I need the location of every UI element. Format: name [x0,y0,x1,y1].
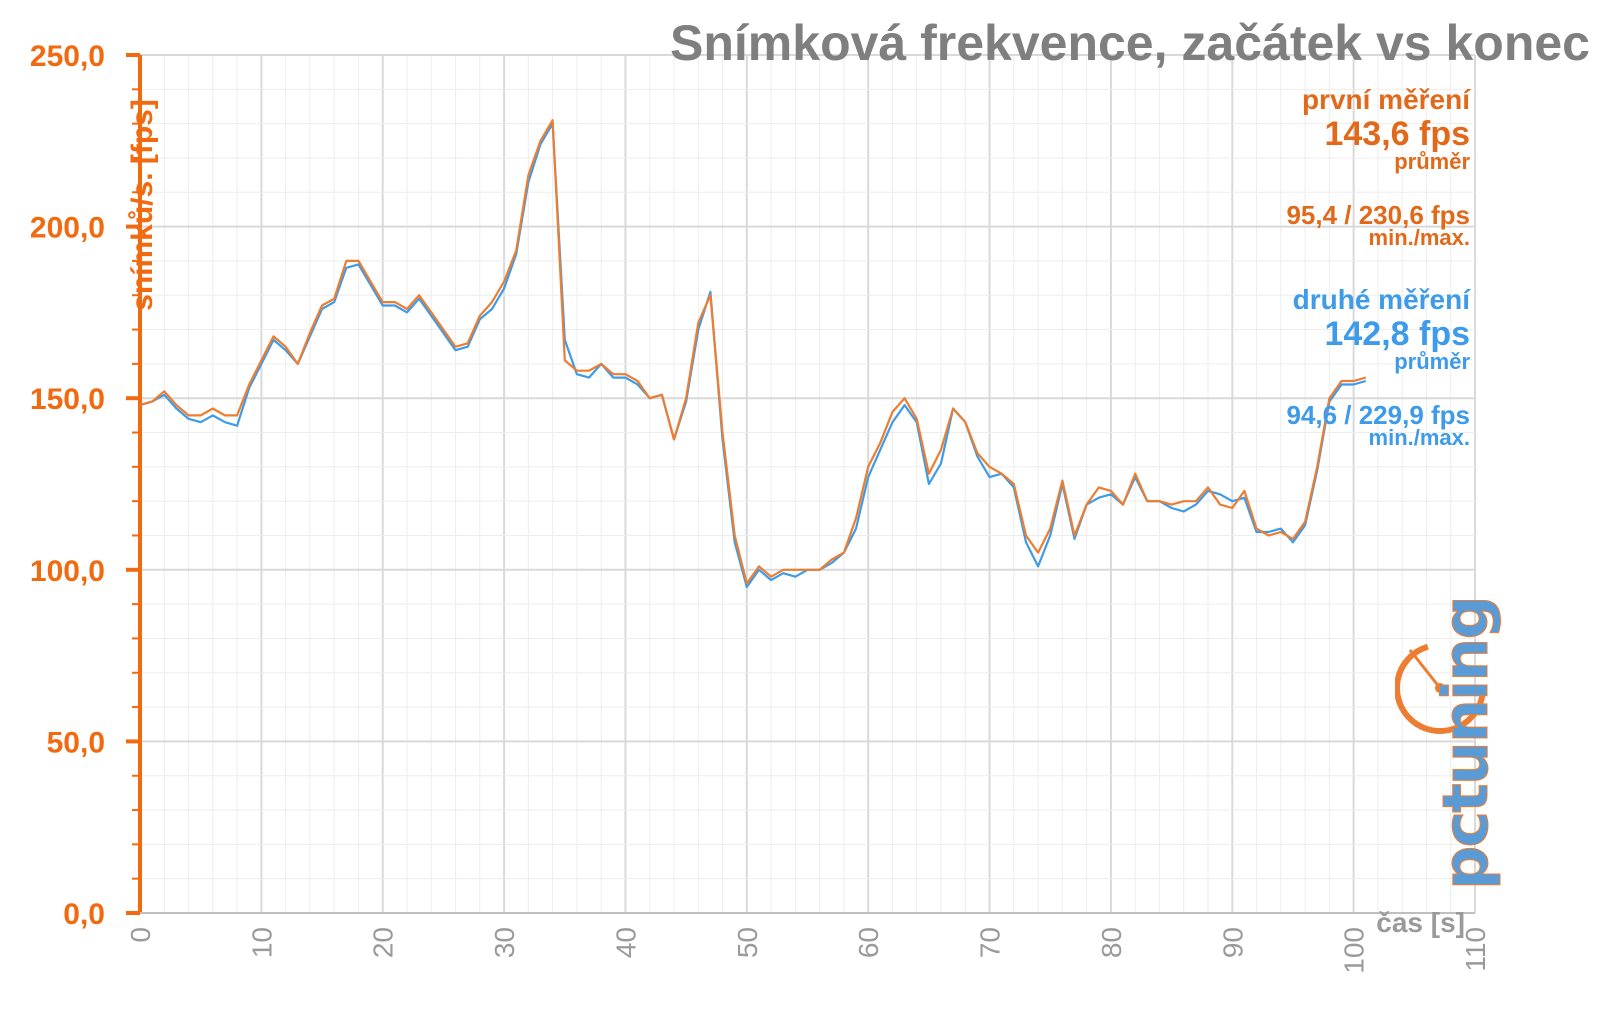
y-tick-label: 0,0 [63,898,105,931]
y-axis-label: snímků/s. [fps] [126,99,159,311]
x-tick-label: 0 [125,927,156,943]
series-1-mean: 143,6 fps [1324,115,1470,153]
chart-title: Snímková frekvence, začátek vs konec [670,15,1590,71]
series-1-minmax-sub: min./max. [1368,225,1470,250]
axes: 0,0 50,0 100,0 150,0 200,0 250,0 0 10 20 30 40 50 60… [30,40,1491,974]
x-tick-label: 80 [1096,927,1127,958]
y-tick-label: 150,0 [30,383,105,416]
x-tick-label: 60 [853,927,884,958]
logo-text: pctuning [1429,600,1502,890]
speedometer-icon [1395,642,1486,734]
series-2-annotation: druhé měření 142,8 fps průměr 94,6 / 229… [1286,284,1470,450]
y-tick-label: 50,0 [47,726,105,759]
x-tick-label: 90 [1217,927,1248,958]
series-2-minmax-sub: min./max. [1368,425,1470,450]
series-1-name: první měření [1301,84,1470,115]
series-line-2 [139,122,1367,589]
x-tick-label: 30 [489,927,520,958]
x-tick-label: 10 [246,927,277,958]
x-tick-label: 110 [1460,927,1491,972]
series-2-mean: 142,8 fps [1324,315,1470,353]
x-tick-label: 50 [732,927,763,958]
pctuning-logo: pctuning [1395,600,1503,891]
x-tick-label: 20 [368,927,399,958]
series-2-name: druhé měření [1292,284,1470,315]
x-tick-label: 70 [975,927,1006,958]
series-lines [139,119,1367,589]
series-2-mean-sub: průměr [1394,349,1470,374]
y-tick-label: 200,0 [30,212,105,245]
x-tick-label: 40 [610,927,641,958]
series-1-annotation: první měření 143,6 fps průměr 95,4 / 230… [1286,84,1470,250]
series-2-minmax: 94,6 / 229,9 fps [1286,400,1470,430]
grid [139,54,1476,914]
series-1-mean-sub: průměr [1394,149,1470,174]
y-tick-label: 100,0 [30,555,105,588]
y-tick-label: 250,0 [30,40,105,73]
x-axis-label: čas [s] [1376,907,1465,938]
series-1-minmax: 95,4 / 230,6 fps [1286,200,1470,230]
series-line-1 [139,119,1367,585]
x-tick-label: 100 [1339,927,1370,974]
